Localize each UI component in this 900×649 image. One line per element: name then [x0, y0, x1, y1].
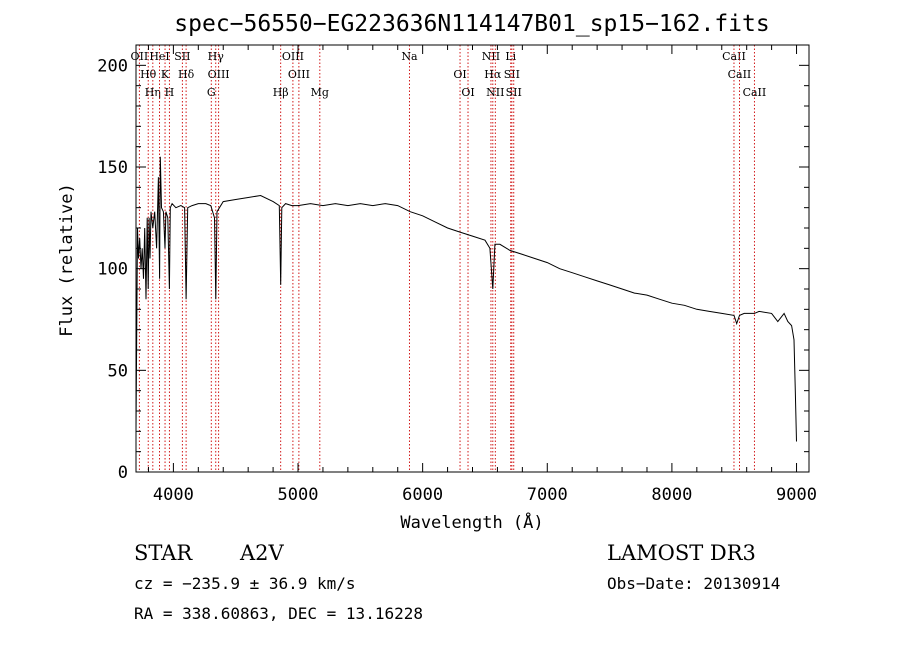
- obs-date: Obs−Date: 20130914: [607, 574, 780, 593]
- y-axis-label: Flux (relative): [57, 183, 77, 337]
- line-id-label: OII: [131, 50, 149, 63]
- x-tick-label: 9000: [776, 485, 817, 505]
- x-tick-label: 6000: [402, 485, 443, 505]
- x-axis-label: Wavelength (Å): [400, 511, 543, 533]
- line-id-label: NII: [482, 50, 500, 63]
- line-id-label: G: [207, 86, 216, 99]
- line-id-label: Hδ: [178, 68, 195, 81]
- axis-ticks: 4000 5000 6000 7000 8000 9000 0 50 100 150 200: [97, 45, 817, 505]
- redshift-info: cz = −235.9 ± 36.9 km/s: [134, 574, 356, 593]
- x-tick-label: 7000: [527, 485, 568, 505]
- plot-frame: [135, 44, 810, 473]
- line-id-label: Hη: [145, 86, 161, 99]
- object-class: STAR: [134, 541, 193, 565]
- survey-name: LAMOST DR3: [607, 541, 756, 565]
- line-id-label: OIII: [288, 68, 310, 81]
- line-id-label: Hθ: [140, 68, 157, 81]
- spectrum-line: [135, 156, 797, 442]
- line-id-label: CaII: [743, 86, 767, 99]
- line-id-label: Li: [505, 50, 516, 63]
- line-id-label: SII: [506, 86, 522, 99]
- x-tick-label: 4000: [153, 485, 194, 505]
- y-tick-label: 100: [97, 260, 128, 280]
- line-identifications: OIIHθHηHeIKHSIIHδGHγOIIIHβOIIIOIIIMgNaOI…: [131, 45, 767, 472]
- line-id-label: NII: [486, 86, 504, 99]
- y-tick-label: 200: [97, 56, 128, 76]
- x-tick-label: 8000: [651, 485, 692, 505]
- y-tick-label: 0: [118, 463, 128, 483]
- line-id-label: Hα: [484, 68, 502, 81]
- line-id-label: OI: [461, 86, 474, 99]
- line-id-label: OI: [453, 68, 466, 81]
- line-id-label: OIII: [208, 68, 230, 81]
- chart-title: spec−56550−EG223636N114147B01_sp15−162.f…: [174, 11, 769, 37]
- line-id-label: SII: [174, 50, 190, 63]
- y-tick-label: 50: [108, 361, 128, 381]
- x-tick-label: 5000: [278, 485, 319, 505]
- line-id-label: K: [161, 68, 170, 81]
- line-id-label: Hγ: [208, 50, 225, 63]
- line-id-label: CaII: [728, 68, 752, 81]
- object-subclass: A2V: [239, 541, 285, 565]
- line-id-label: Na: [401, 50, 418, 63]
- y-tick-label: 150: [97, 158, 128, 178]
- line-id-label: SII: [504, 68, 520, 81]
- coordinates: RA = 338.60863, DEC = 13.16228: [134, 604, 423, 623]
- line-id-label: CaII: [722, 50, 746, 63]
- line-id-label: OIII: [282, 50, 304, 63]
- line-id-label: H: [165, 86, 175, 99]
- line-id-label: Hβ: [273, 86, 289, 99]
- line-id-label: Mg: [311, 86, 329, 99]
- line-id-label: HeI: [149, 50, 169, 63]
